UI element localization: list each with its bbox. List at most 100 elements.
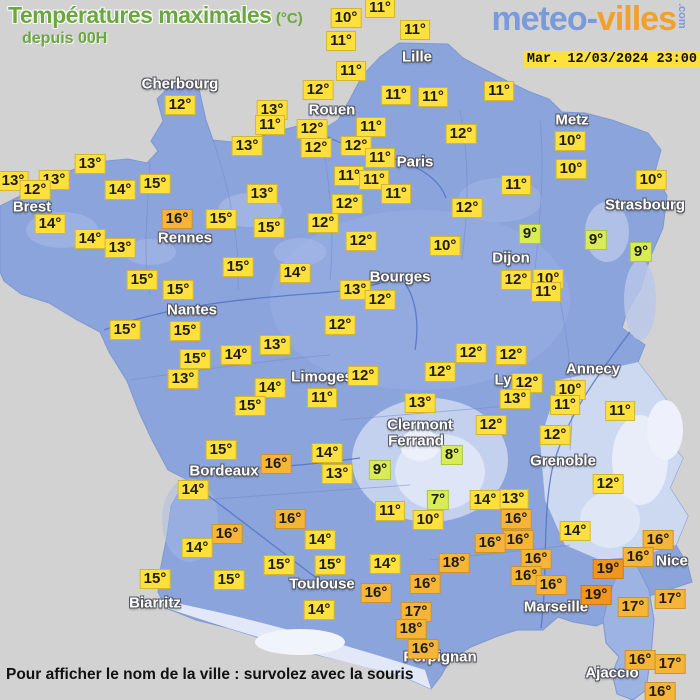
temp-badge[interactable]: 16° [474,533,506,553]
temp-badge[interactable]: 12° [364,290,396,310]
temp-badge[interactable]: 11° [307,388,337,408]
temp-badge[interactable]: 10° [429,236,461,256]
temp-badge[interactable]: 14° [303,600,335,620]
temp-badge[interactable]: 13° [321,464,353,484]
temp-badge[interactable]: 12° [511,373,543,393]
temp-badge[interactable]: 13° [231,136,263,156]
temp-badge[interactable]: 9° [629,242,653,262]
temp-badge[interactable]: 14° [220,345,252,365]
temp-badge[interactable]: 14° [181,538,213,558]
temp-badge[interactable]: 15° [109,320,141,340]
temp-badge[interactable]: 11° [550,395,580,415]
temp-badge[interactable]: 11° [356,117,386,137]
temp-badge[interactable]: 12° [345,231,377,251]
temp-badge[interactable]: 10° [330,8,362,28]
temp-badge[interactable]: 14° [304,530,336,550]
temp-badge[interactable]: 13° [497,489,529,509]
temp-badge[interactable]: 11° [400,20,430,40]
temp-badge[interactable]: 12° [455,343,487,363]
temp-badge[interactable]: 12° [475,415,507,435]
temp-badge[interactable]: 15° [314,555,346,575]
temp-badge[interactable]: 9° [584,230,608,250]
temp-badge[interactable]: 12° [340,136,372,156]
temp-badge[interactable]: 10° [412,510,444,530]
temp-badge[interactable]: 12° [347,366,379,386]
temp-badge[interactable]: 16° [274,509,306,529]
temp-badge[interactable]: 9° [368,460,392,480]
temp-badge[interactable]: 10° [635,170,667,190]
temp-badge[interactable]: 11° [531,282,561,302]
temp-badge[interactable]: 10° [555,159,587,179]
temp-badge[interactable]: 15° [139,174,171,194]
temp-badge[interactable]: 13° [246,184,278,204]
temp-badge[interactable]: 12° [539,425,571,445]
temp-badge[interactable]: 18° [395,619,427,639]
temp-badge[interactable]: 15° [169,321,201,341]
temp-badge[interactable]: 11° [484,81,514,101]
temp-badge[interactable]: 11° [375,501,405,521]
temp-badge[interactable]: 14° [254,378,286,398]
temp-badge[interactable]: 12° [302,80,334,100]
temp-badge[interactable]: 12° [495,345,527,365]
temp-badge[interactable]: 15° [162,280,194,300]
temp-badge[interactable]: 16° [624,650,656,670]
temp-badge[interactable]: 16° [510,566,542,586]
temp-badge[interactable]: 14° [559,521,591,541]
temp-badge[interactable]: 11° [381,85,411,105]
temp-badge[interactable]: 12° [164,95,196,115]
temp-badge[interactable]: 11° [605,401,635,421]
temp-badge[interactable]: 14° [74,229,106,249]
temp-badge[interactable]: 8° [440,445,464,465]
temp-badge[interactable]: 15° [222,257,254,277]
temp-badge[interactable]: 15° [139,569,171,589]
temp-badge[interactable]: 16° [360,583,392,603]
temp-badge[interactable]: 16° [409,574,441,594]
temp-badge[interactable]: 11° [418,87,448,107]
temp-badge[interactable]: 15° [253,218,285,238]
temp-badge[interactable]: 16° [502,530,534,550]
temp-badge[interactable]: 12° [445,124,477,144]
temp-badge[interactable]: 15° [179,349,211,369]
temp-badge[interactable]: 14° [104,180,136,200]
temp-badge[interactable]: 12° [500,270,532,290]
temp-badge[interactable]: 14° [34,214,66,234]
temp-badge[interactable]: 15° [263,555,295,575]
temp-badge[interactable]: 16° [642,530,674,550]
temp-badge[interactable]: 15° [213,570,245,590]
temp-badge[interactable]: 11° [381,184,411,204]
temp-badge[interactable]: 10° [554,131,586,151]
temp-badge[interactable]: 16° [211,524,243,544]
temp-badge[interactable]: 16° [535,575,567,595]
temp-badge[interactable]: 16° [520,549,552,569]
temp-badge[interactable]: 12° [451,198,483,218]
temp-badge[interactable]: 14° [279,263,311,283]
temp-badge[interactable]: 17° [654,654,686,674]
temp-badge[interactable]: 16° [161,209,193,229]
temp-badge[interactable]: 11° [334,166,364,186]
temp-badge[interactable]: 15° [205,209,237,229]
temp-badge[interactable]: 13° [404,393,436,413]
temp-badge[interactable]: 17° [654,589,686,609]
temp-badge[interactable]: 13° [499,389,531,409]
temp-badge[interactable]: 16° [644,682,676,700]
temp-badge[interactable]: 16° [407,639,439,659]
temp-badge[interactable]: 12° [424,362,456,382]
temp-badge[interactable]: 11° [255,115,285,135]
temp-badge[interactable]: 19° [580,585,612,605]
temp-badge[interactable]: 19° [592,559,624,579]
temp-badge[interactable]: 13° [104,238,136,258]
temp-badge[interactable]: 17° [400,602,432,622]
temp-badge[interactable]: 7° [426,490,450,510]
temp-badge[interactable]: 12° [307,213,339,233]
temp-badge[interactable]: 14° [469,490,501,510]
temp-badge[interactable]: 12° [331,194,363,214]
temp-badge[interactable]: 15° [205,440,237,460]
temp-badge[interactable]: 14° [369,554,401,574]
temp-badge[interactable]: 12° [324,315,356,335]
temp-badge[interactable]: 12° [592,474,624,494]
temp-badge[interactable]: 11° [365,148,395,168]
temp-badge[interactable]: 16° [260,454,292,474]
temp-badge[interactable]: 11° [336,61,366,81]
temp-badge[interactable]: 15° [126,270,158,290]
temp-badge[interactable]: 12° [296,119,328,139]
